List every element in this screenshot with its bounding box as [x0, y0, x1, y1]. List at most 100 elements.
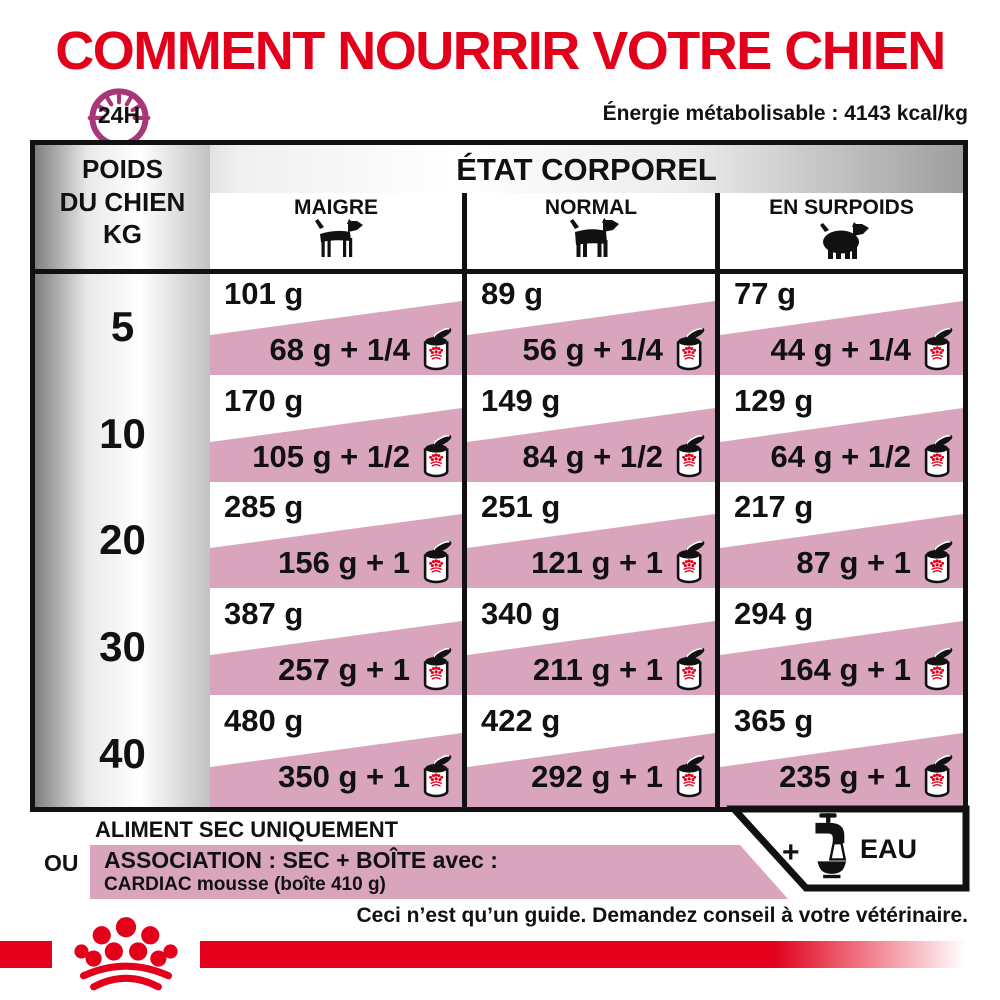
weight-value: 20: [99, 516, 146, 563]
ration-cell: 365 g 235 g + 1: [720, 701, 963, 807]
dry-ration: 480 g: [224, 703, 304, 738]
normal-dog-icon: [570, 218, 619, 257]
wet-food-can-icon: [423, 539, 454, 584]
body-condition-header: ÉTAT CORPOREL: [456, 152, 717, 187]
or-label: OU: [44, 850, 79, 876]
mix-ration-text: 68 g + 1/4: [269, 331, 410, 367]
mix-ration-text: 56 g + 1/4: [522, 331, 663, 367]
wet-food-can-icon: [924, 646, 955, 691]
ration-cell: 285 g 156 g + 1: [210, 487, 462, 593]
column-header-maigre: MAIGRE: [294, 196, 378, 219]
ration-cell: 170 g 105 g + 1/2: [210, 381, 462, 487]
ration-cell: 480 g 350 g + 1: [210, 701, 462, 807]
mix-ration: 44 g + 1/4: [771, 326, 955, 372]
mix-ration: 350 g + 1: [278, 753, 454, 799]
dry-ration: 101 g: [224, 276, 304, 311]
water-label: EAU: [860, 834, 918, 864]
wet-food-can-icon: [676, 433, 707, 478]
header-divider: [35, 269, 963, 274]
ration-cell: 340 g 211 g + 1: [467, 594, 715, 700]
wet-food-can-icon: [924, 433, 955, 478]
mix-ration: 121 g + 1: [531, 539, 707, 585]
mix-ration-text: 156 g + 1: [278, 544, 410, 580]
mix-ration: 87 g + 1: [796, 539, 955, 585]
dry-ration: 77 g: [734, 276, 797, 311]
ration-cell: 422 g 292 g + 1: [467, 701, 715, 807]
dry-ration: 294 g: [734, 596, 814, 631]
weight-header-line1: POIDS: [82, 154, 163, 184]
wet-food-can-icon: [676, 646, 707, 691]
dry-ration: 149 g: [481, 383, 561, 418]
24h-clock-icon: 24H: [72, 84, 166, 148]
feeding-table: POIDS DU CHIEN KG ÉTAT CORPOREL MAIGRE N…: [30, 140, 968, 812]
mix-ration-text: 257 g + 1: [278, 651, 410, 687]
wet-food-can-icon: [676, 539, 707, 584]
dry-ration: 422 g: [481, 703, 561, 738]
vet-advice-note: Ceci n’est qu’un guide. Demandez conseil…: [356, 904, 968, 927]
column-header-surpoids: EN SURPOIDS: [769, 196, 914, 219]
dry-ration: 89 g: [481, 276, 544, 311]
wet-food-can-icon: [676, 326, 707, 371]
mix-ration-text: 105 g + 1/2: [252, 438, 410, 474]
mix-ration-text: 84 g + 1/2: [522, 438, 663, 474]
wet-food-can-icon: [924, 753, 955, 798]
weight-value: 5: [110, 303, 135, 350]
dry-ration: 365 g: [734, 703, 814, 738]
column-header-normal: NORMAL: [544, 196, 638, 219]
mix-ration-text: 350 g + 1: [278, 758, 410, 794]
ration-cell: 89 g 56 g + 1/4: [467, 274, 715, 380]
plus-sign: +: [782, 836, 800, 869]
water-callout-frame: [726, 805, 970, 892]
weight-header-line2: DU CHIEN: [59, 186, 186, 217]
wet-food-can-icon: [423, 433, 454, 478]
mix-ration: 292 g + 1: [531, 753, 707, 799]
water-callout: + EAU: [700, 800, 973, 897]
ration-cell: 294 g 164 g + 1: [720, 594, 963, 700]
weight-column-background: [35, 145, 210, 807]
dry-ration: 387 g: [224, 596, 304, 631]
weight-value: 10: [99, 410, 146, 457]
clock-ring: [87, 88, 151, 148]
association-banner: ASSOCIATION : SEC + BOÎTE avec : CARDIAC…: [90, 845, 788, 899]
brand-logo-area: [52, 903, 200, 1000]
mix-ration: 257 g + 1: [278, 646, 454, 692]
mix-ration: 211 g + 1: [533, 646, 707, 692]
mix-ration: 56 g + 1/4: [523, 326, 707, 372]
dry-only-label: ALIMENT SEC UNIQUEMENT: [95, 817, 399, 842]
dry-ration: 340 g: [481, 596, 561, 631]
mix-ration-text: 235 g + 1: [779, 758, 911, 794]
mix-ration: 235 g + 1: [779, 753, 955, 799]
metabolisable-energy-note: Énergie métabolisable : 4143 kcal/kg: [602, 102, 968, 125]
dry-ration: 217 g: [734, 489, 814, 524]
weight-column-header: POIDS DU CHIEN KG: [35, 153, 210, 251]
water-tap-bowl-icon: [815, 813, 847, 879]
mix-ration: 64 g + 1/2: [771, 433, 955, 479]
ration-cell: 101 g 68 g + 1/4: [210, 274, 462, 380]
wet-food-can-icon: [924, 326, 955, 371]
page-title: COMMENT NOURRIR VOTRE CHIEN: [55, 21, 946, 81]
dry-ration: 251 g: [481, 489, 561, 524]
dry-ration: 170 g: [224, 383, 304, 418]
ration-cell: 77 g 44 g + 1/4: [720, 274, 963, 380]
ration-cell: 251 g 121 g + 1: [467, 487, 715, 593]
mix-ration: 68 g + 1/4: [270, 326, 454, 372]
thin-dog-icon: [315, 219, 363, 257]
wet-food-can-icon: [423, 326, 454, 371]
wet-food-can-icon: [423, 753, 454, 798]
mix-ration-text: 292 g + 1: [531, 758, 663, 794]
mix-ration-text: 44 g + 1/4: [770, 331, 911, 367]
mix-ration-text: 211 g + 1: [532, 651, 663, 687]
wet-food-can-icon: [423, 646, 454, 691]
weight-value: 30: [99, 623, 146, 670]
weight-header-line3: KG: [103, 219, 142, 249]
wet-food-can-icon: [676, 753, 707, 798]
royal-canin-crown-logo: [74, 917, 178, 991]
mix-ration: 156 g + 1: [278, 539, 454, 585]
overweight-dog-icon: [820, 222, 869, 259]
ration-cell: 387 g 257 g + 1: [210, 594, 462, 700]
ration-cell: 129 g 64 g + 1/2: [720, 381, 963, 487]
column-divider: [715, 193, 720, 807]
dry-ration: 285 g: [224, 489, 304, 524]
weight-value: 40: [99, 730, 146, 777]
